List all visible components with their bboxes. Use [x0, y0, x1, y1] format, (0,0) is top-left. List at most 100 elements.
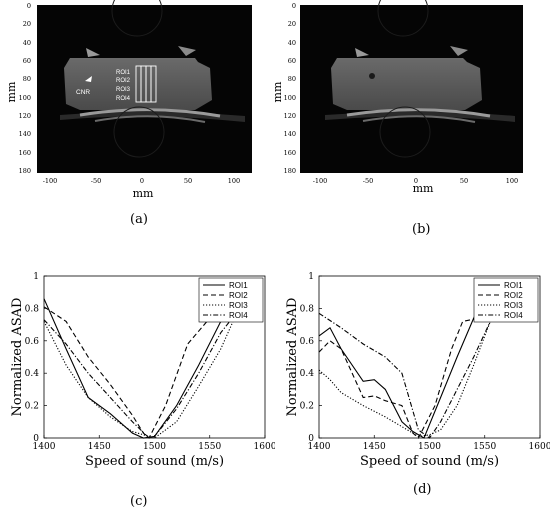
y-axis-label: Normalized ASAD	[285, 298, 300, 417]
cnr-arrow	[85, 76, 92, 82]
x-tick-label: 1400	[308, 442, 331, 452]
y-tick-label: 0	[33, 434, 39, 444]
svg-text:0: 0	[292, 2, 296, 10]
svg-text:140: 140	[284, 130, 296, 138]
cnr-target	[369, 73, 375, 79]
legend-label-roi3: ROI3	[229, 301, 248, 310]
y-tick-label: 0.2	[25, 402, 39, 412]
x-axis-label-b: mm	[413, 182, 434, 195]
svg-text:-100: -100	[43, 177, 58, 185]
caption-d: (d)	[413, 482, 432, 497]
svg-text:120: 120	[19, 112, 31, 120]
y-axis-label-b: mm	[275, 81, 284, 102]
svg-text:-50: -50	[363, 177, 373, 185]
x-tick-label: 1600	[529, 442, 550, 452]
x-tick-label: 1550	[198, 442, 221, 452]
svg-text:-100: -100	[313, 177, 328, 185]
legend-label-roi1: ROI1	[229, 281, 248, 290]
legend-label-roi2: ROI2	[229, 291, 248, 300]
svg-text:0: 0	[140, 177, 144, 185]
roi1-label: ROI1	[116, 70, 131, 76]
panel-c: 1400 1450 1500 1550 1600 0 0.2 0.4 0.6 0.8 1 Speed …	[0, 260, 275, 520]
roi4-label: ROI4	[116, 96, 131, 102]
svg-text:50: 50	[184, 177, 192, 185]
y-tick-label: 0.2	[300, 402, 314, 412]
svg-text:40: 40	[288, 39, 296, 47]
series-line-roi2	[318, 317, 491, 439]
y-tick-label: 1	[308, 272, 314, 282]
svg-text:120: 120	[284, 112, 296, 120]
svg-text:160: 160	[19, 149, 31, 157]
caption-a: (a)	[130, 212, 148, 227]
legend-label-roi4: ROI4	[229, 311, 248, 320]
y-tick-label: 0	[308, 434, 314, 444]
y-axis-label-a: mm	[5, 81, 18, 102]
roi-columns	[135, 65, 157, 103]
svg-text:80: 80	[23, 75, 31, 83]
x-tick-label: 1500	[143, 442, 166, 452]
series-line-roi2	[43, 306, 238, 439]
cnr-label: CNR	[76, 89, 90, 96]
svg-text:100: 100	[506, 177, 518, 185]
panel-d: 1400 1450 1500 1550 1600 0 0.2 0.4 0.6 0.8 1 Speed …	[275, 260, 550, 520]
x-axis-ticks-a: -100 -50 0 50 100	[43, 177, 241, 185]
svg-text:50: 50	[460, 177, 468, 185]
series-line-roi3	[318, 321, 491, 437]
legend-label-roi4: ROI4	[504, 311, 523, 320]
x-tick-label: 1600	[254, 442, 275, 452]
y-tick-label: 0.4	[300, 369, 315, 379]
series-line-roi1	[43, 298, 238, 439]
x-axis-label: Speed of sound (m/s)	[85, 454, 224, 469]
y-axis-ticks-b: 0 20 40 60 80 100 120 140 160 180	[284, 2, 296, 175]
ultrasound-image-a: CNR ROI1 ROI2 ROI3 ROI4 0 20 40 60 80 10…	[5, 0, 252, 200]
svg-text:20: 20	[23, 20, 31, 28]
legend-label-roi1: ROI1	[504, 281, 523, 290]
svg-text:180: 180	[19, 167, 31, 175]
panel-b: 0 20 40 60 80 100 120 140 160 180 -100 -…	[275, 0, 550, 240]
svg-text:160: 160	[284, 149, 296, 157]
ultrasound-image-b: 0 20 40 60 80 100 120 140 160 180 -100 -…	[275, 0, 523, 195]
y-tick-label: 0.6	[25, 337, 40, 347]
svg-text:100: 100	[228, 177, 240, 185]
x-tick-label: 1500	[418, 442, 441, 452]
x-tick-label: 1550	[473, 442, 496, 452]
legend-label-roi2: ROI2	[504, 291, 523, 300]
series-line-roi3	[43, 311, 238, 439]
liver-region	[331, 58, 482, 110]
y-tick-label: 0.4	[25, 369, 40, 379]
roi3-label: ROI3	[116, 87, 131, 93]
liver-region	[64, 58, 212, 110]
asad-chart-d: 1400 1450 1500 1550 1600 0 0.2 0.4 0.6 0.8 1 Speed …	[285, 272, 550, 469]
caption-c: (c)	[130, 494, 148, 509]
y-tick-label: 1	[33, 272, 39, 282]
panel-a: CNR ROI1 ROI2 ROI3 ROI4 0 20 40 60 80 10…	[0, 0, 275, 240]
series-line-roi4	[318, 312, 491, 439]
x-tick-label: 1450	[363, 442, 386, 452]
asad-chart-c: 1400 1450 1500 1550 1600 0 0.2 0.4 0.6 0.8 1 Speed …	[10, 272, 275, 469]
svg-text:180: 180	[284, 167, 296, 175]
x-tick-label: 1400	[33, 442, 56, 452]
roi2-label: ROI2	[116, 78, 131, 84]
x-axis-label-a: mm	[133, 187, 154, 200]
svg-text:40: 40	[23, 39, 31, 47]
y-tick-label: 0.8	[25, 304, 40, 314]
svg-text:0: 0	[27, 2, 31, 10]
x-tick-label: 1450	[88, 442, 111, 452]
series-line-roi1	[318, 294, 491, 439]
series-line-roi4	[43, 311, 238, 439]
svg-text:20: 20	[288, 20, 296, 28]
caption-b: (b)	[412, 222, 431, 237]
svg-text:-50: -50	[91, 177, 101, 185]
svg-text:80: 80	[288, 75, 296, 83]
svg-text:140: 140	[19, 130, 31, 138]
y-axis-ticks-a: 0 20 40 60 80 100 120 140 160 180	[19, 2, 31, 175]
y-tick-label: 0.6	[300, 337, 315, 347]
y-axis-label: Normalized ASAD	[10, 298, 25, 417]
x-axis-label: Speed of sound (m/s)	[360, 454, 499, 469]
svg-text:100: 100	[284, 94, 296, 102]
svg-text:100: 100	[19, 94, 31, 102]
legend-label-roi3: ROI3	[504, 301, 523, 310]
svg-text:0: 0	[414, 177, 418, 185]
x-axis-ticks-b: -100 -50 0 50 100	[313, 177, 519, 185]
svg-text:60: 60	[288, 57, 296, 65]
